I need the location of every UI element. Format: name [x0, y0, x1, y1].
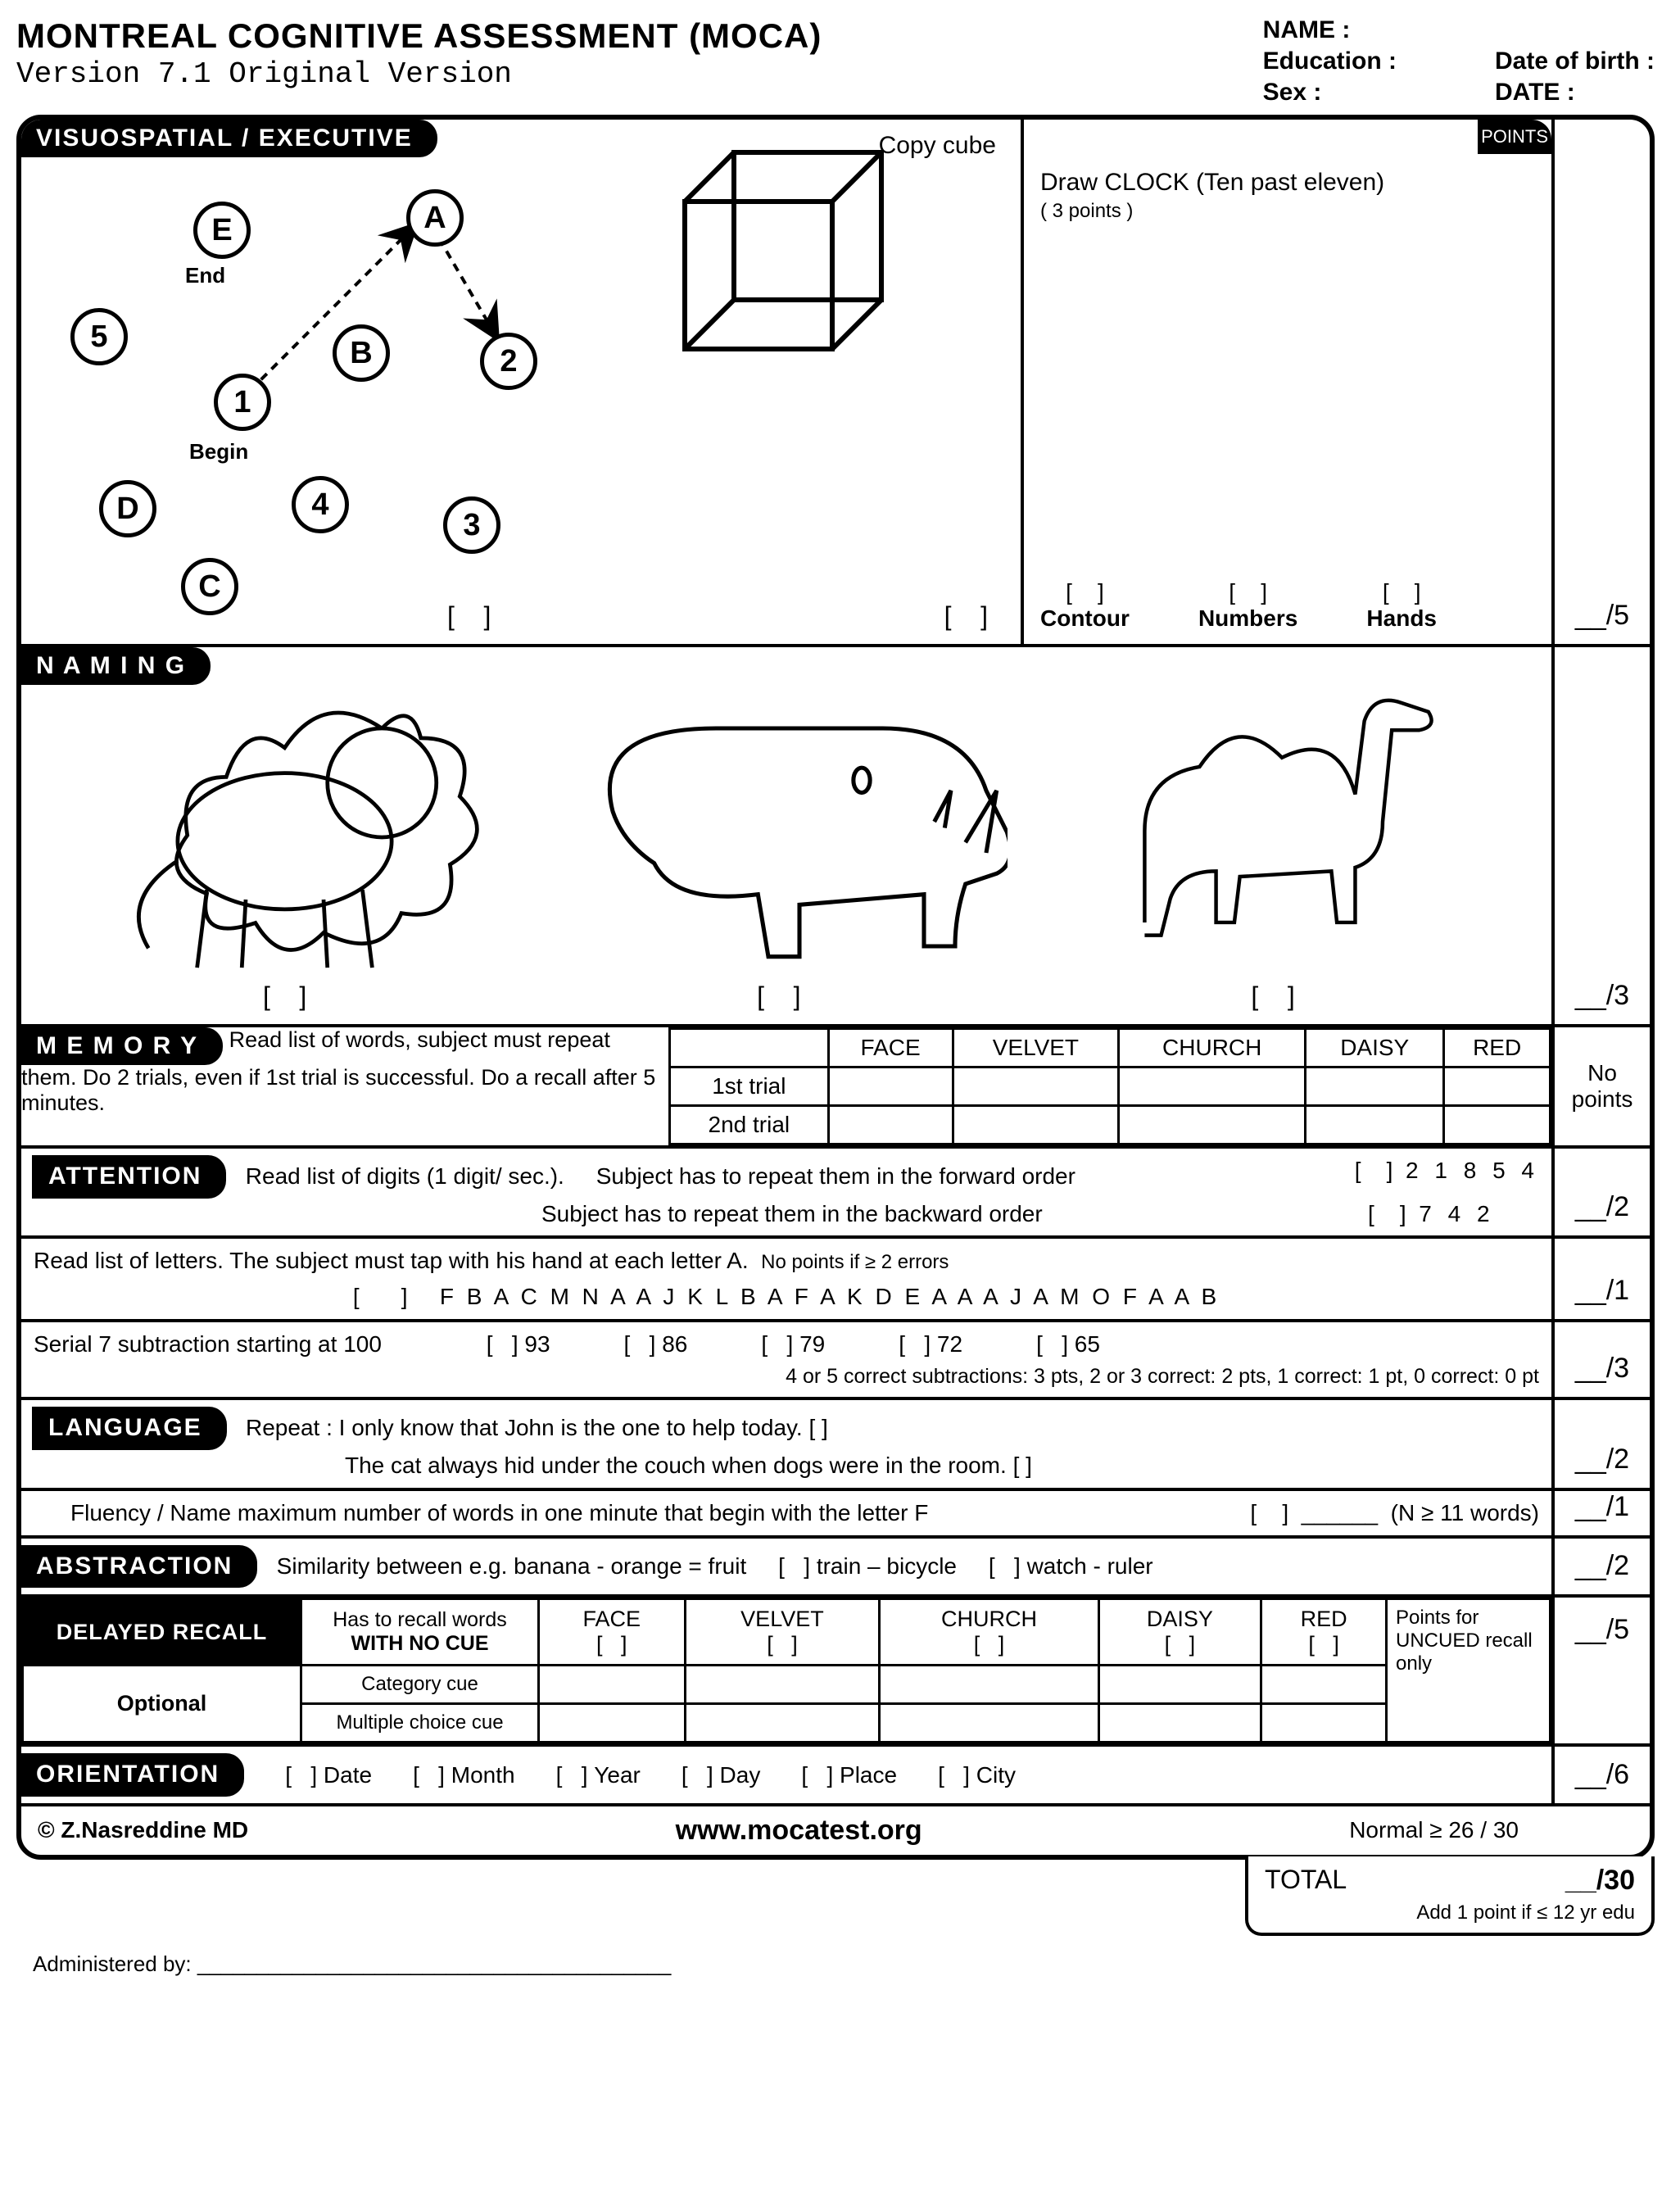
- trail-label-begin: Begin: [189, 439, 248, 465]
- recall-points[interactable]: __/5: [1551, 1598, 1650, 1743]
- trail-making[interactable]: VISUOSPATIAL / EXECUTIVE EEndA5B21BeginD…: [21, 120, 627, 644]
- total-box[interactable]: TOTAL __/30 Add 1 point if ≤ 12 yr edu: [1245, 1856, 1655, 1936]
- language-label: LANGUAGE: [32, 1407, 227, 1450]
- lion-icon: [90, 666, 479, 977]
- trail-node-C: C: [181, 558, 238, 615]
- attention-serial7-points[interactable]: __/3: [1551, 1322, 1650, 1398]
- language-fluency-body: Fluency / Name maximum number of words i…: [21, 1491, 1551, 1535]
- trail-score-box[interactable]: [ ]: [447, 601, 491, 632]
- trail-arrows: [21, 120, 627, 644]
- camel-icon: [1071, 666, 1474, 977]
- clock-scores: [ ]Contour [ ]Numbers [ ]Hands: [1040, 579, 1437, 632]
- naming-label: N A M I N G: [20, 647, 211, 685]
- trail-node-D: D: [99, 480, 156, 537]
- main-frame: VISUOSPATIAL / EXECUTIVE EEndA5B21BeginD…: [16, 115, 1655, 1860]
- points-header: POINTS: [1478, 120, 1551, 154]
- field-education[interactable]: Education :: [1263, 48, 1397, 75]
- title-block: MONTREAL COGNITIVE ASSESSMENT (MOCA) Ver…: [16, 16, 822, 91]
- animal-rhino[interactable]: [ ]: [532, 666, 1026, 1012]
- memory-points-note: No points: [1551, 1027, 1650, 1145]
- abstraction-body: ABSTRACTION Similarity between e.g. bana…: [21, 1539, 1551, 1595]
- field-date[interactable]: DATE :: [1495, 79, 1655, 107]
- attention-serial7-body: Serial 7 subtraction starting at 100 [ ]…: [21, 1322, 1551, 1398]
- trail-node-3: 3: [443, 496, 500, 554]
- clock-draw[interactable]: POINTS Draw CLOCK (Ten past eleven) ( 3 …: [1021, 120, 1551, 644]
- trail-label-end: End: [185, 263, 225, 288]
- rhino-icon: [550, 666, 1007, 977]
- id-fields: NAME : Education : Date of birth : Sex :…: [1263, 16, 1655, 107]
- clock-hands-label: Hands: [1366, 605, 1437, 631]
- recall-label: DELAYED RECALL: [23, 1599, 301, 1666]
- trail-node-B: B: [333, 324, 390, 382]
- visuospatial-points[interactable]: __/5: [1551, 120, 1650, 644]
- visuospatial-section: VISUOSPATIAL / EXECUTIVE EEndA5B21BeginD…: [21, 120, 1650, 647]
- moca-form: MONTREAL COGNITIVE ASSESSMENT (MOCA) Ver…: [16, 16, 1655, 1977]
- clock-contour-label: Contour: [1040, 605, 1130, 631]
- clock-sub: ( 3 points ): [1040, 200, 1535, 223]
- naming-points[interactable]: __/3: [1551, 647, 1650, 1024]
- cube-icon: [660, 136, 906, 382]
- clock-numbers-label: Numbers: [1198, 605, 1297, 631]
- abstraction-section: ABSTRACTION Similarity between e.g. bana…: [21, 1539, 1650, 1598]
- copyright: © Z.Nasreddine MD: [38, 1817, 248, 1843]
- attention-serial7-section: Serial 7 subtraction starting at 100 [ ]…: [21, 1322, 1650, 1401]
- trail-node-2: 2: [480, 333, 537, 390]
- clock-instruction: Draw CLOCK (Ten past eleven): [1040, 169, 1535, 197]
- version-line: Version 7.1 Original Version: [16, 57, 822, 91]
- attention-digits-section: ATTENTION Read list of digits (1 digit/ …: [21, 1149, 1650, 1239]
- trail-node-E: E: [193, 202, 251, 259]
- clock-numbers-box[interactable]: [ ]: [1229, 579, 1267, 605]
- orientation-points[interactable]: __/6: [1551, 1747, 1650, 1803]
- language-repeat-body: LANGUAGE Repeat : I only know that John …: [21, 1400, 1551, 1487]
- language-repeat-points[interactable]: __/2: [1551, 1400, 1650, 1487]
- trail-node-5: 5: [70, 308, 128, 365]
- attention-letters-points[interactable]: __/1: [1551, 1239, 1650, 1319]
- orientation-body: ORIENTATION [ ] Date [ ] Month [ ] Year …: [21, 1747, 1551, 1803]
- recall-section: DELAYED RECALL Has to recall wordsWITH N…: [21, 1598, 1650, 1747]
- naming-section: N A M I N G [ ] [ ] [ ]: [21, 647, 1650, 1027]
- abstraction-label: ABSTRACTION: [20, 1545, 257, 1589]
- animal-camel[interactable]: [ ]: [1026, 666, 1519, 1012]
- animal-lion[interactable]: [ ]: [38, 666, 532, 1012]
- trail-node-A: A: [406, 189, 464, 247]
- trail-node-4: 4: [292, 476, 349, 533]
- language-fluency-section: Fluency / Name maximum number of words i…: [21, 1491, 1650, 1539]
- memory-instructions: M E M O R Y Read list of words, subject …: [21, 1027, 668, 1145]
- trail-node-1: 1: [214, 374, 271, 431]
- cube-score-box[interactable]: [ ]: [944, 601, 988, 632]
- normal-cutoff: Normal ≥ 26 / 30: [1349, 1817, 1519, 1843]
- attention-letters-body: Read list of letters. The subject must t…: [21, 1239, 1551, 1319]
- naming-body: N A M I N G [ ] [ ] [ ]: [21, 647, 1551, 1024]
- field-dob[interactable]: Date of birth :: [1495, 48, 1655, 75]
- abstraction-points[interactable]: __/2: [1551, 1539, 1650, 1595]
- memory-label: M E M O R Y: [20, 1027, 223, 1065]
- clock-hands-box[interactable]: [ ]: [1383, 579, 1421, 605]
- footer-row: © Z.Nasreddine MD www.mocatest.org Norma…: [21, 1806, 1650, 1855]
- field-sex[interactable]: Sex :: [1263, 79, 1397, 107]
- attention-label: ATTENTION: [32, 1155, 226, 1199]
- clock-contour-box[interactable]: [ ]: [1066, 579, 1104, 605]
- attention-digits-points[interactable]: __/2: [1551, 1149, 1650, 1235]
- website: www.mocatest.org: [248, 1815, 1349, 1847]
- orientation-label: ORIENTATION: [20, 1753, 244, 1797]
- main-title: MONTREAL COGNITIVE ASSESSMENT (MOCA): [16, 16, 822, 56]
- memory-table[interactable]: FACEVELVETCHURCHDAISYRED 1st trial 2nd t…: [668, 1027, 1551, 1145]
- orientation-section: ORIENTATION [ ] Date [ ] Month [ ] Year …: [21, 1747, 1650, 1806]
- language-repeat-section: LANGUAGE Repeat : I only know that John …: [21, 1400, 1650, 1490]
- cube-copy[interactable]: Copy cube [ ]: [627, 120, 1021, 644]
- recall-table[interactable]: DELAYED RECALL Has to recall wordsWITH N…: [21, 1598, 1551, 1743]
- attention-digits-body: ATTENTION Read list of digits (1 digit/ …: [21, 1149, 1551, 1235]
- memory-section: M E M O R Y Read list of words, subject …: [21, 1027, 1650, 1149]
- field-name[interactable]: NAME :: [1263, 16, 1397, 44]
- language-fluency-points[interactable]: __/1: [1551, 1491, 1650, 1535]
- optional-label: Optional: [23, 1666, 301, 1743]
- attention-letters-section: Read list of letters. The subject must t…: [21, 1239, 1650, 1322]
- header: MONTREAL COGNITIVE ASSESSMENT (MOCA) Ver…: [16, 16, 1655, 107]
- administered-by[interactable]: Administered by: _______________________…: [16, 1939, 1655, 1977]
